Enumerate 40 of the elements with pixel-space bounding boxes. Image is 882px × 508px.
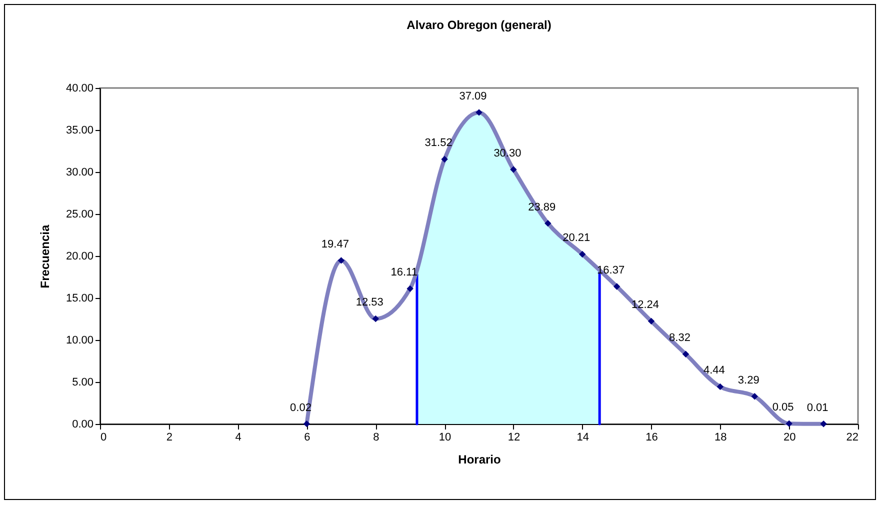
x-tick-label: 12 [508,432,520,444]
data-label: 3.29 [738,374,760,386]
y-tick-label: 20.00 [66,250,94,262]
y-axis-title: Frecuencia [38,224,52,288]
data-label: 0.05 [772,402,794,414]
y-tick-label: 0.00 [72,418,94,430]
y-tick-label: 5.00 [72,376,94,388]
y-tick-label: 40.00 [66,82,94,94]
data-label: 23.89 [528,201,556,214]
y-tick-label: 30.00 [66,166,94,178]
x-axis-title: Horario [458,452,501,466]
data-label: 37.09 [459,90,487,102]
x-tick-label: 18 [714,432,727,444]
x-tick-label: 10 [438,432,452,444]
x-tick-label: 8 [373,432,380,444]
y-tick-label: 25.00 [66,208,94,220]
data-label: 20.21 [562,232,590,244]
data-label: 12.24 [632,299,660,312]
data-label: 12.53 [356,296,384,309]
data-label: 19.47 [321,238,349,250]
x-tick-label: 16 [646,432,658,444]
data-label: 30.30 [494,147,522,160]
x-tick-label: 4 [235,432,242,444]
data-label: 0.02 [290,402,312,414]
x-tick-label: 22 [846,432,858,444]
data-label: 4.44 [703,364,725,377]
y-tick-label: 35.00 [66,124,94,136]
y-tick-label: 10.00 [66,334,94,346]
data-label: 31.52 [424,137,452,150]
x-tick-label: 6 [304,432,310,444]
x-tick-label: 20 [783,432,796,444]
data-label: 16.11 [390,266,418,279]
y-tick-label: 15.00 [66,292,94,304]
x-tick-label: 14 [576,432,589,444]
x-tick-label: 2 [166,432,172,444]
chart-title: Alvaro Obregon (general) [406,18,552,32]
data-label: 16.37 [597,264,625,276]
data-label: 0.01 [806,402,828,414]
x-tick-label: 0 [100,432,107,444]
data-label: 8.32 [669,332,690,344]
